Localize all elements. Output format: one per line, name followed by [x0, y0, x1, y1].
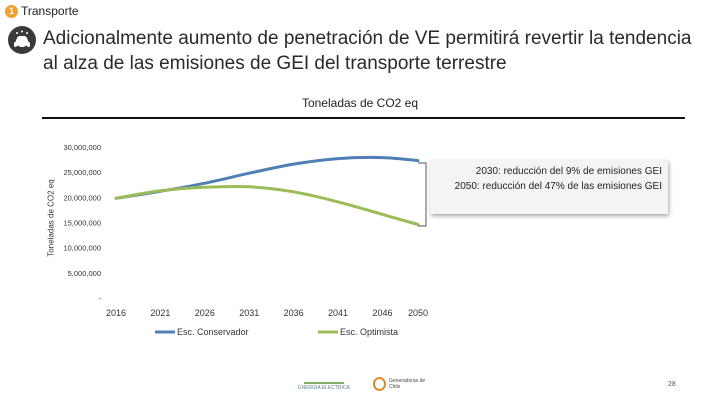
x-tick-label: 2031	[239, 308, 259, 318]
y-tick-label: 10,000,000	[63, 244, 101, 253]
x-tick-label: 2016	[106, 308, 126, 318]
x-tick-label: 2026	[195, 308, 215, 318]
chart-title: Toneladas de CO2 eq	[301, 96, 419, 110]
y-tick-label: 5,000,000	[68, 269, 101, 278]
series-lines	[114, 155, 420, 226]
title-rule	[42, 117, 685, 119]
legend-label-conservador: Esc. Conservador	[177, 327, 249, 337]
page-number: 28	[668, 381, 676, 388]
logo-right-text: Generadoras de Chile	[389, 378, 426, 390]
generadoras-logo: Generadoras de Chile	[373, 374, 433, 394]
section-number-badge: 1	[5, 5, 18, 18]
y-tick-label: 15,000,000	[63, 219, 101, 228]
y-tick-label: 25,000,000	[63, 168, 101, 177]
energia-electrica-logo: ENERGIA ELECTRICA	[293, 370, 355, 398]
y-tick-label: 20,000,000	[63, 193, 101, 202]
y-tick-label: 30,000,000	[63, 143, 101, 152]
y-axis-ticks: - 5,000,000 10,000,000 15,000,000 20,000,000…	[63, 143, 101, 303]
annotation-2050: 2050: reducción del 47% de las emisiones…	[454, 181, 662, 192]
car-icon	[8, 26, 36, 54]
x-tick-label: 2050	[408, 308, 428, 318]
reduction-annotation: 2030: reducción del 9% de emisiones GEI …	[430, 160, 668, 214]
x-tick-label: 2046	[372, 308, 392, 318]
annotation-2030: 2030: reducción del 9% de emisiones GEI	[475, 166, 662, 177]
page-title: Adicionalmente aumento de penetración de…	[43, 28, 692, 74]
series-line-optimista	[114, 184, 420, 226]
annotation-bracket	[418, 162, 427, 227]
x-tick-label: 2041	[328, 308, 348, 318]
x-tick-label: 2036	[284, 308, 304, 318]
section-label: Transporte	[21, 4, 79, 18]
legend-label-optimista: Esc. Optimista	[340, 327, 398, 337]
x-tick-label: 2021	[150, 308, 170, 318]
x-axis-ticks: 2016 2021 2026 2031 2036 2041 2046 2050	[106, 308, 428, 318]
y-tick-label: -	[99, 294, 102, 303]
chart-legend: Esc. Conservador Esc. Optimista	[155, 327, 398, 337]
logo-left-text: ENERGIA ELECTRICA	[298, 385, 350, 391]
